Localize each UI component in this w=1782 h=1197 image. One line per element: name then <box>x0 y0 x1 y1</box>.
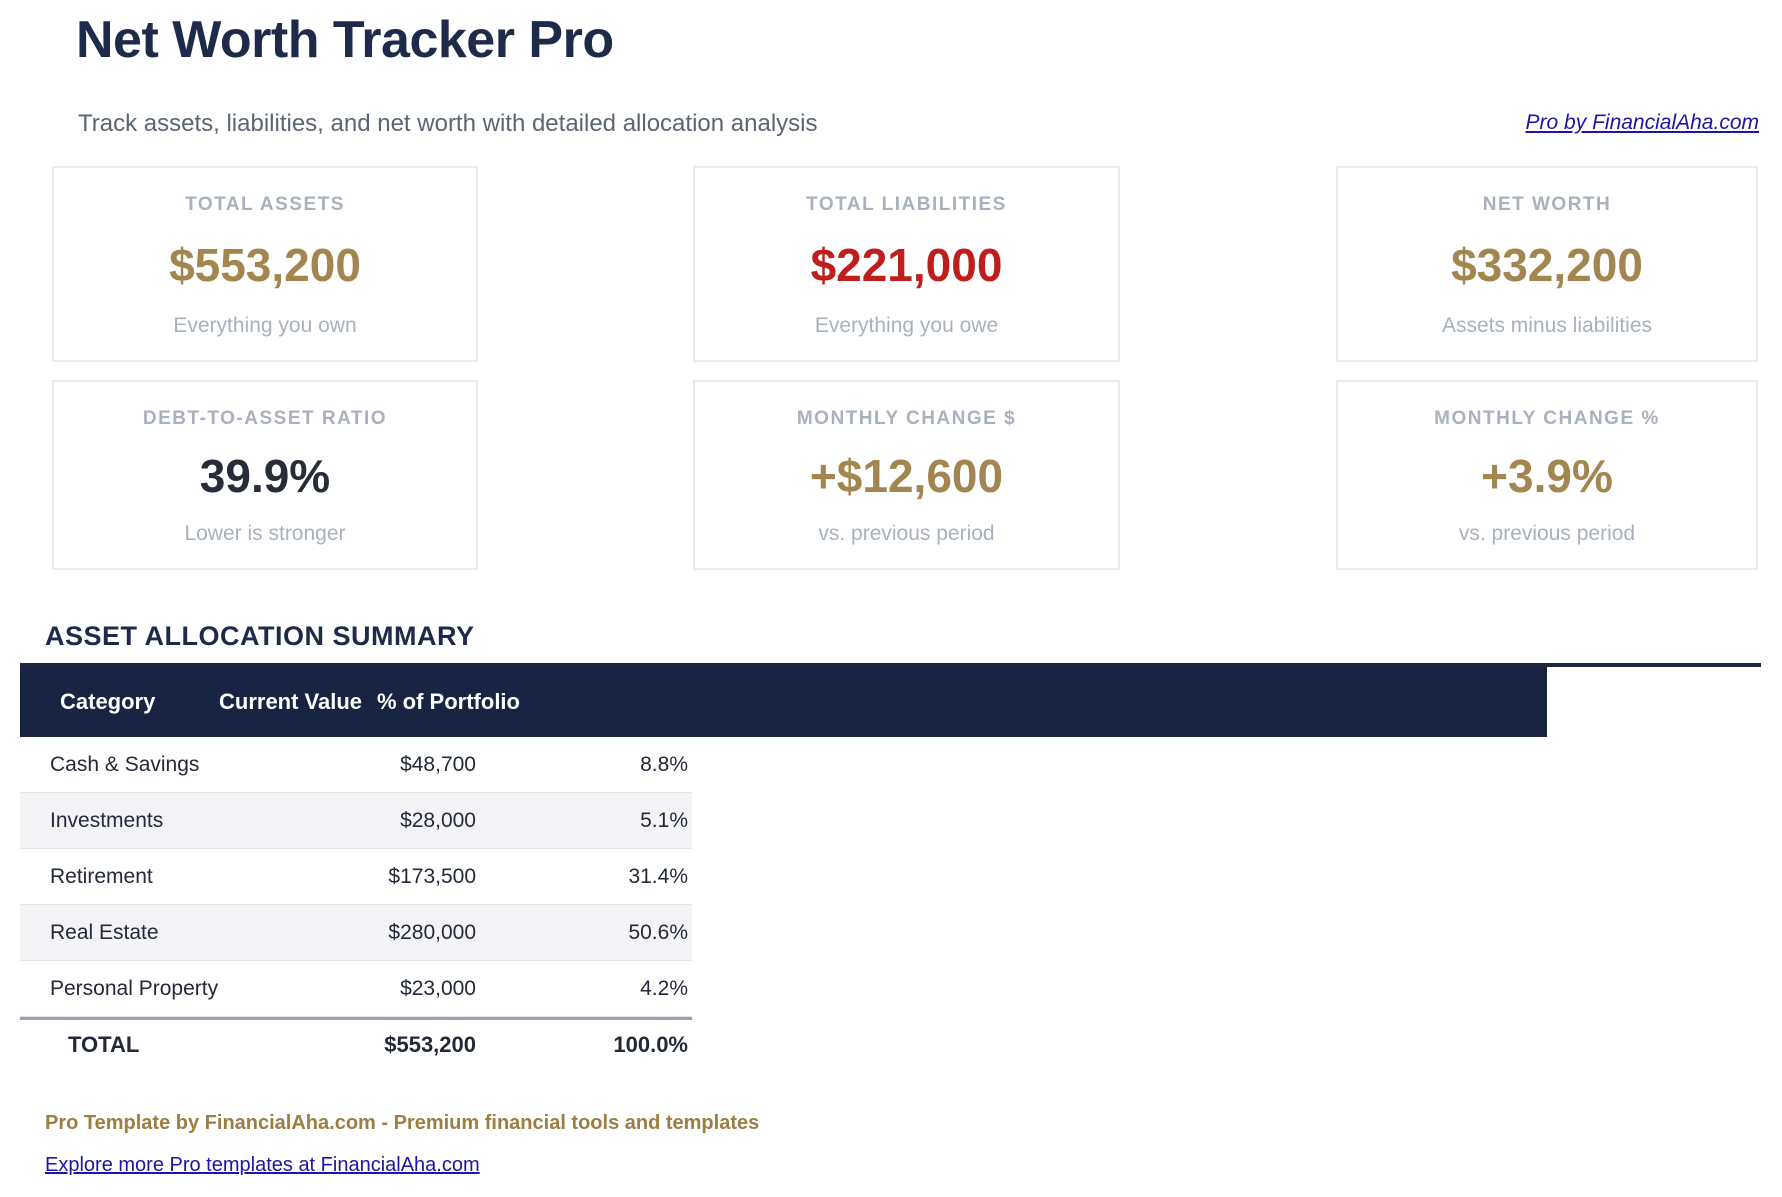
category-cell: Retirement <box>50 864 153 888</box>
stat-card-value: $553,200 <box>169 239 361 291</box>
stat-card-subtext: vs. previous period <box>1458 522 1636 545</box>
stat-card-subtext: Lower is stronger <box>184 522 346 545</box>
pct-of-portfolio-cell: 31.4% <box>628 864 688 888</box>
table-row: Real Estate $280,000 50.6% <box>20 905 692 961</box>
category-cell: Investments <box>50 808 164 832</box>
pct-of-portfolio-cell: 8.8% <box>640 752 688 776</box>
category-cell: Cash & Savings <box>50 752 200 776</box>
pct-of-portfolio-cell: 50.6% <box>628 920 688 944</box>
page-subtitle: Track assets, liabilities, and net worth… <box>78 110 818 137</box>
allocation-table-body: Cash & Savings $48,700 8.8% Investments … <box>20 737 692 1070</box>
stat-card-label: MONTHLY CHANGE $ <box>796 408 1017 429</box>
stat-card-label: TOTAL ASSETS <box>185 194 345 215</box>
category-cell: Real Estate <box>50 920 159 944</box>
current-value-cell: $28,000 <box>400 808 476 832</box>
table-header-band: Category Current Value % of Portfolio <box>20 667 1547 737</box>
stat-card-value: $332,200 <box>1451 239 1643 291</box>
stat-card-monthly-change: MONTHLY CHANGE $ +$12,600 vs. previous p… <box>693 380 1120 570</box>
stat-card-subtext: Everything you owe <box>814 314 999 337</box>
column-header-current-value: Current Value <box>219 689 363 714</box>
category-cell: TOTAL <box>68 1032 140 1057</box>
stat-card-debt-to-asset-ratio: DEBT-TO-ASSET RATIO 39.9% Lower is stron… <box>52 380 478 570</box>
stat-card-total-assets: TOTAL ASSETS $553,200 Everything you own <box>52 166 478 362</box>
footer-tagline: Pro Template by FinancialAha.com - Premi… <box>45 1112 760 1134</box>
stat-card-subtext: Everything you own <box>173 314 357 337</box>
stat-card-label: MONTHLY CHANGE % <box>1434 408 1660 429</box>
pct-of-portfolio-cell: 5.1% <box>640 808 688 832</box>
table-row: Investments $28,000 5.1% <box>20 793 692 849</box>
current-value-cell: $280,000 <box>388 920 476 944</box>
stat-card-value: $221,000 <box>810 239 1003 291</box>
pro-by-financialaha-link[interactable]: Pro by FinancialAha.com <box>1525 111 1759 134</box>
table-row: Retirement $173,500 31.4% <box>20 849 692 905</box>
explore-templates-link[interactable]: Explore more Pro templates at FinancialA… <box>45 1154 480 1176</box>
current-value-cell: $48,700 <box>400 752 476 776</box>
current-value-cell: $173,500 <box>388 864 476 888</box>
pct-of-portfolio-cell: 4.2% <box>640 976 688 1000</box>
table-row: Personal Property $23,000 4.2% <box>20 961 692 1017</box>
column-header-category: Category <box>60 689 156 714</box>
stat-card-value: 39.9% <box>199 450 331 502</box>
stat-card-subtext: Assets minus liabilities <box>1441 314 1653 337</box>
stat-card-net-worth: NET WORTH $332,200 Assets minus liabilit… <box>1336 166 1758 362</box>
category-cell: Personal Property <box>50 976 219 1000</box>
stat-card-label: TOTAL LIABILITIES <box>806 194 1007 215</box>
stat-card-value: +$12,600 <box>809 450 1004 502</box>
current-value-cell: $23,000 <box>400 976 476 1000</box>
page-title: Net Worth Tracker Pro <box>76 11 614 69</box>
stat-card-value: +3.9% <box>1481 450 1613 502</box>
stat-card-label: DEBT-TO-ASSET RATIO <box>142 408 388 429</box>
table-total-row: TOTAL $553,200 100.0% <box>20 1017 692 1070</box>
current-value-cell: $553,200 <box>384 1032 476 1057</box>
asset-allocation-section-title: ASSET ALLOCATION SUMMARY <box>45 621 475 651</box>
column-header-pct-of-portfolio: % of Portfolio <box>377 689 520 714</box>
table-top-rule <box>20 663 1761 667</box>
stat-card-total-liabilities: TOTAL LIABILITIES $221,000 Everything yo… <box>693 166 1120 362</box>
stat-card-label: NET WORTH <box>1482 194 1612 215</box>
pct-of-portfolio-cell: 100.0% <box>613 1032 688 1057</box>
table-row: Cash & Savings $48,700 8.8% <box>20 737 692 793</box>
stat-card-monthly-change: MONTHLY CHANGE % +3.9% vs. previous peri… <box>1336 380 1758 570</box>
stat-card-subtext: vs. previous period <box>818 522 995 545</box>
